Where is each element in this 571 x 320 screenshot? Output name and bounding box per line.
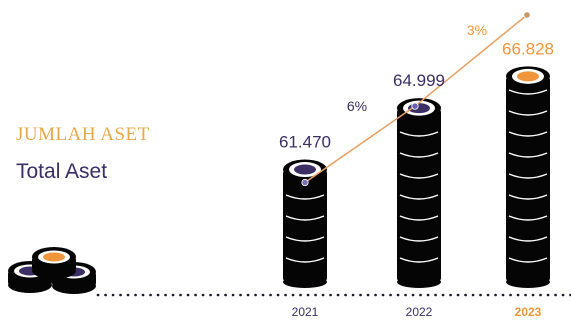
growth-label-1: 6%	[347, 98, 367, 114]
category-label-2022: 2022	[406, 305, 433, 319]
sushi-roll-right	[52, 262, 96, 294]
category-label-2021: 2021	[292, 305, 319, 319]
sushi-pile-icon	[8, 247, 96, 294]
value-label-2023: 66.828	[502, 39, 554, 58]
sushi-roll-top	[32, 247, 76, 279]
trend-line-group	[301, 11, 531, 187]
value-label-2022: 64.999	[393, 71, 445, 90]
growth-label-2: 3%	[467, 22, 487, 38]
chart-subtitle: Total Aset	[16, 160, 108, 183]
bar-2022	[397, 98, 441, 288]
sushi-filling-2021	[294, 164, 316, 175]
value-label-2021: 61.470	[279, 133, 331, 152]
sushi-filling-2023	[517, 71, 539, 82]
chart-title: JUMLAH ASET	[16, 124, 150, 145]
trend-point-2	[411, 102, 419, 110]
bar-2021	[283, 159, 327, 288]
bar-2023	[506, 66, 550, 288]
bars-group	[283, 66, 550, 288]
labels-group: 61.470 2021 64.999 2022 66.828 2023 6% 3%	[279, 22, 554, 319]
trend-point-1	[301, 178, 309, 187]
category-label-2023: 2023	[515, 305, 542, 319]
trend-point-3	[523, 11, 531, 19]
